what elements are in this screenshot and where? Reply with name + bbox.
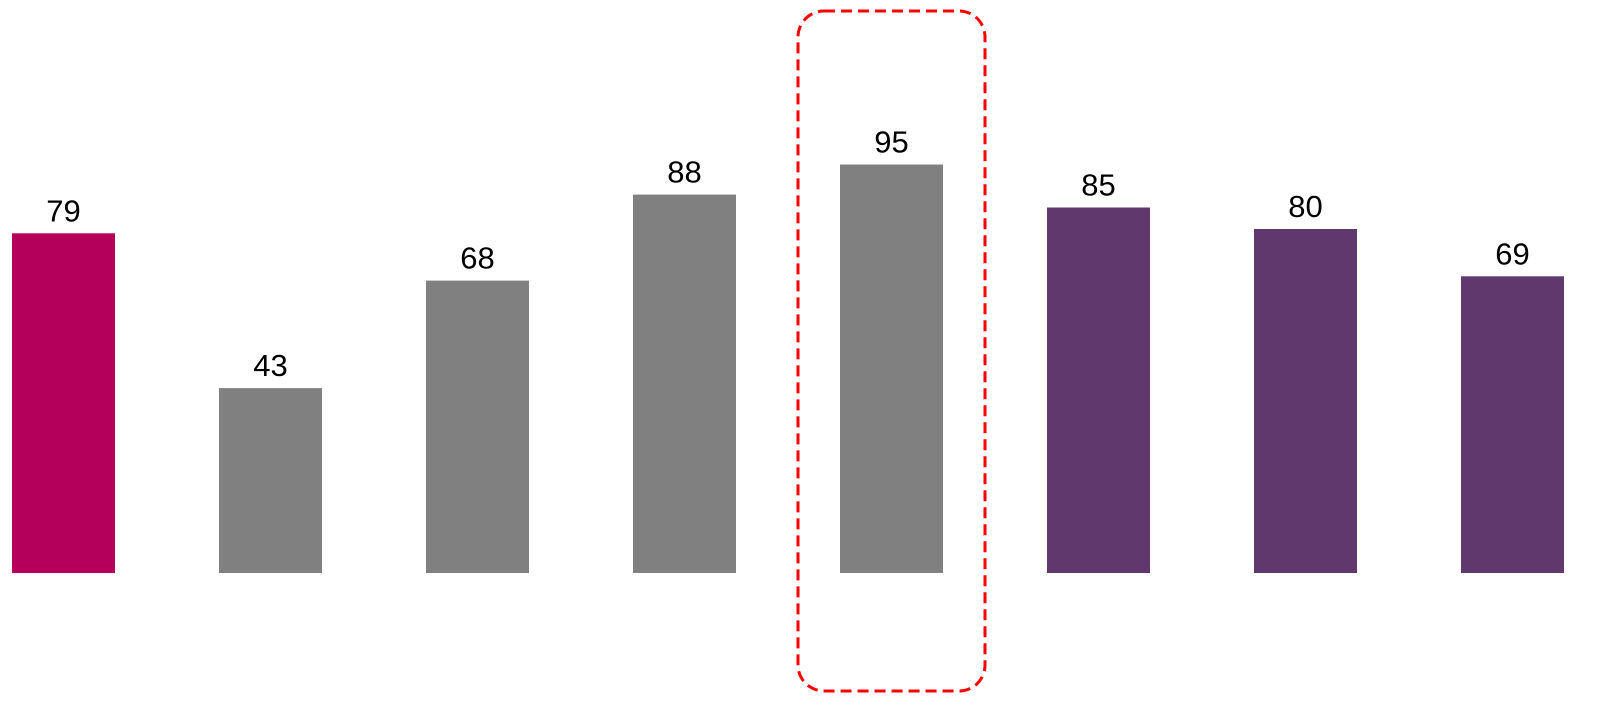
bar-5 (840, 164, 943, 573)
bar-value-label-4: 88 (667, 155, 701, 190)
bar-6 (1047, 207, 1150, 573)
bar-value-label-1: 79 (46, 193, 80, 228)
bar-value-label-5: 95 (874, 125, 908, 160)
bar-8 (1461, 276, 1564, 573)
bar-1 (12, 233, 115, 574)
bar-value-label-7: 80 (1288, 189, 1322, 224)
highlight-layer (796, 9, 987, 693)
bar-3 (426, 280, 529, 573)
bar-4 (633, 194, 736, 573)
bar-7 (1254, 229, 1357, 573)
bar-value-label-3: 68 (460, 241, 494, 276)
bar-value-label-2: 43 (253, 348, 287, 383)
bar-value-label-6: 85 (1081, 168, 1115, 203)
highlight-box (796, 9, 987, 693)
bar-value-label-8: 69 (1495, 236, 1529, 271)
bars-layer (12, 164, 1564, 574)
bar-2 (219, 388, 322, 573)
data-labels-layer: 79 43 68 88 95 85 80 69 (46, 125, 1529, 384)
